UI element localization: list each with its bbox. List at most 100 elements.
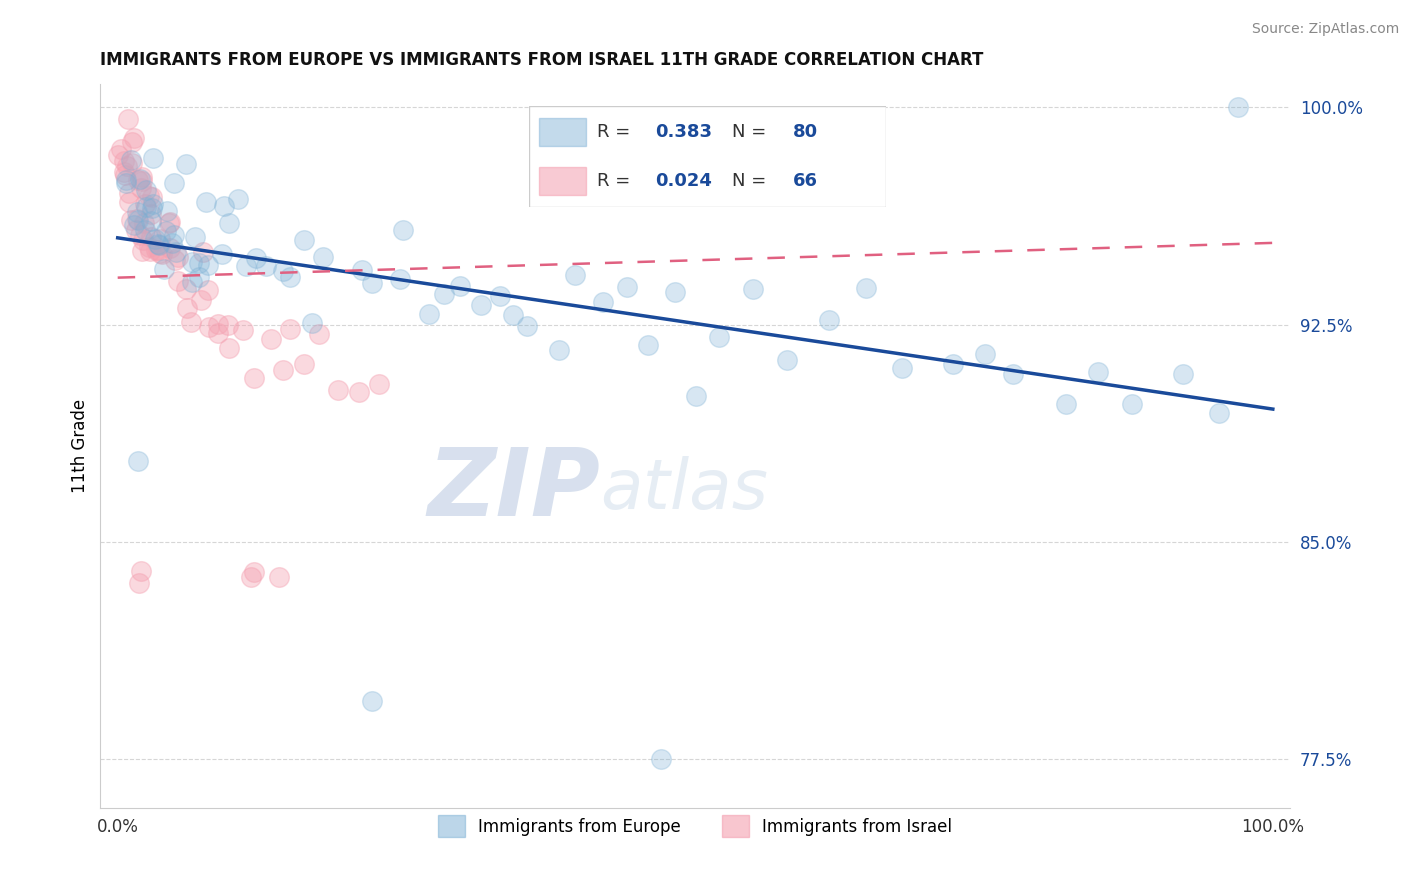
Legend: Immigrants from Europe, Immigrants from Israel: Immigrants from Europe, Immigrants from … bbox=[432, 809, 959, 844]
Point bbox=[129, 228, 152, 243]
Point bbox=[254, 260, 277, 274]
Point bbox=[128, 171, 150, 186]
Point bbox=[135, 183, 157, 197]
Point bbox=[138, 240, 160, 254]
Text: atlas: atlas bbox=[600, 456, 768, 524]
Point bbox=[418, 307, 440, 321]
Text: Source: ZipAtlas.com: Source: ZipAtlas.com bbox=[1251, 22, 1399, 37]
Point bbox=[148, 232, 170, 246]
Point bbox=[139, 230, 162, 244]
Point bbox=[214, 198, 236, 212]
Text: ZIP: ZIP bbox=[427, 443, 600, 536]
Point bbox=[174, 282, 197, 296]
Point bbox=[308, 326, 330, 341]
Point bbox=[502, 308, 524, 322]
Point bbox=[157, 215, 180, 229]
Point bbox=[207, 326, 229, 340]
Point bbox=[141, 202, 163, 216]
Point bbox=[218, 216, 240, 230]
Point bbox=[312, 250, 335, 264]
Point bbox=[1001, 367, 1024, 381]
Point bbox=[294, 358, 316, 372]
Point bbox=[112, 165, 135, 179]
Point bbox=[167, 274, 190, 288]
Point bbox=[159, 215, 181, 229]
Point bbox=[488, 289, 510, 303]
Point bbox=[516, 318, 538, 333]
Point bbox=[211, 247, 233, 261]
Point bbox=[239, 569, 262, 583]
Point bbox=[176, 157, 198, 171]
Point bbox=[616, 280, 638, 294]
Point bbox=[138, 189, 160, 203]
Point bbox=[564, 268, 586, 282]
Point bbox=[141, 189, 163, 203]
Point bbox=[176, 301, 198, 316]
Point bbox=[121, 153, 143, 167]
Point bbox=[389, 272, 412, 286]
Point bbox=[190, 293, 212, 307]
Point bbox=[1054, 397, 1077, 411]
Point bbox=[127, 454, 149, 468]
Point bbox=[235, 259, 257, 273]
Point bbox=[163, 176, 186, 190]
Point bbox=[149, 246, 172, 260]
Point bbox=[360, 694, 382, 708]
Point bbox=[165, 244, 187, 259]
Point bbox=[143, 232, 166, 246]
Point bbox=[278, 270, 301, 285]
Point bbox=[245, 251, 267, 265]
Point bbox=[470, 298, 492, 312]
Point bbox=[134, 197, 156, 211]
Point bbox=[1087, 365, 1109, 379]
Point bbox=[217, 318, 239, 332]
Point bbox=[153, 261, 176, 276]
Point bbox=[180, 314, 202, 328]
Point bbox=[148, 244, 170, 258]
Point bbox=[128, 576, 150, 591]
Y-axis label: 11th Grade: 11th Grade bbox=[72, 400, 89, 493]
Point bbox=[139, 244, 162, 258]
Point bbox=[360, 276, 382, 290]
Point bbox=[117, 159, 139, 173]
Point bbox=[121, 135, 143, 149]
Point bbox=[114, 168, 136, 182]
Point bbox=[664, 285, 686, 299]
Point bbox=[146, 236, 169, 251]
Point bbox=[162, 236, 184, 251]
Point bbox=[269, 569, 291, 583]
Point bbox=[328, 384, 350, 398]
Point bbox=[122, 218, 145, 232]
Point bbox=[391, 223, 413, 237]
Point bbox=[707, 330, 730, 344]
Point bbox=[129, 180, 152, 194]
Point bbox=[120, 213, 142, 227]
Point bbox=[292, 233, 315, 247]
Point bbox=[127, 213, 149, 227]
Point bbox=[156, 204, 179, 219]
Point bbox=[273, 362, 295, 376]
Point bbox=[127, 173, 149, 187]
Point bbox=[115, 177, 138, 191]
Point bbox=[347, 385, 370, 400]
Point bbox=[145, 243, 167, 257]
Point bbox=[242, 371, 264, 385]
Point bbox=[449, 278, 471, 293]
Point bbox=[117, 112, 139, 126]
Point bbox=[271, 264, 294, 278]
Point bbox=[890, 360, 912, 375]
Point bbox=[134, 222, 156, 236]
Point bbox=[207, 317, 229, 331]
Point bbox=[350, 262, 373, 277]
Point bbox=[1121, 397, 1143, 411]
Point bbox=[974, 347, 997, 361]
Point bbox=[301, 316, 323, 330]
Point bbox=[1171, 368, 1194, 382]
Point bbox=[110, 142, 132, 156]
Point bbox=[148, 238, 170, 252]
Point bbox=[197, 283, 219, 297]
Point bbox=[132, 234, 155, 248]
Point bbox=[232, 323, 254, 337]
Point bbox=[368, 377, 391, 392]
Point bbox=[855, 281, 877, 295]
